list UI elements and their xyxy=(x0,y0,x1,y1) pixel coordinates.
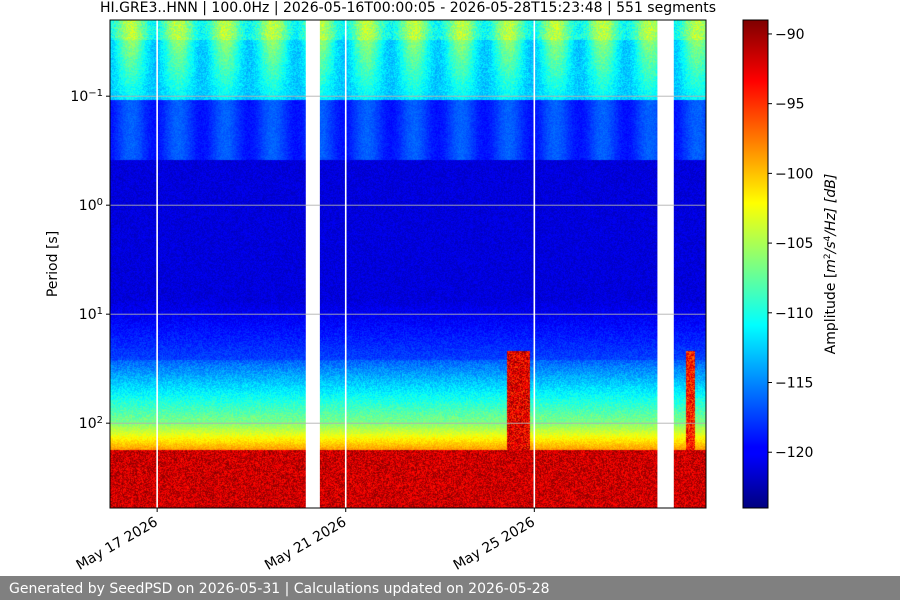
colorbar xyxy=(742,19,769,509)
footer-bar: Generated by SeedPSD on 2026-05-31 | Cal… xyxy=(0,576,900,600)
colorbar-label: Amplitude [m2/s4/Hz] [dB] xyxy=(823,174,839,355)
colorbar-tick-label: −110 xyxy=(775,306,813,322)
y-tick-label: 102 xyxy=(79,415,103,433)
footer-text: Generated by SeedPSD on 2026-05-31 | Cal… xyxy=(9,581,550,597)
colorbar-tick-label: −95 xyxy=(775,97,805,113)
plot-frame xyxy=(109,19,707,509)
y-axis: 10−1 100 101 102 xyxy=(70,88,110,432)
data-gap xyxy=(305,20,320,508)
y-axis-label: Period [s] xyxy=(45,231,61,297)
x-tick-label: May 17 2026 xyxy=(74,514,161,574)
data-gap xyxy=(657,20,674,508)
colorbar-tick-label: −115 xyxy=(775,376,813,392)
data-gaps xyxy=(305,20,674,508)
colorbar-tick-label: −100 xyxy=(775,166,813,182)
colorbar-ticks: −90 −95 −100 −105 −110 −115 −120 xyxy=(768,27,813,461)
x-tick-label: May 25 2026 xyxy=(451,514,538,574)
chart-title: HI.GRE3..HNN | 100.0Hz | 2026-05-16T00:0… xyxy=(100,0,716,16)
heatmap-image xyxy=(110,20,706,508)
x-axis: May 17 2026 May 21 2026 May 25 2026 xyxy=(74,508,538,574)
y-tick-label: 100 xyxy=(79,197,103,215)
spectrogram-heatmap xyxy=(110,20,706,508)
colorbar-tick-label: −105 xyxy=(775,236,813,252)
grid-lines xyxy=(110,20,706,508)
y-tick-label: 10−1 xyxy=(70,88,103,106)
y-tick-label: 101 xyxy=(79,306,103,324)
colorbar-tick-label: −90 xyxy=(775,27,805,43)
x-tick-label: May 21 2026 xyxy=(262,514,349,574)
colorbar-tick-label: −120 xyxy=(775,445,813,461)
